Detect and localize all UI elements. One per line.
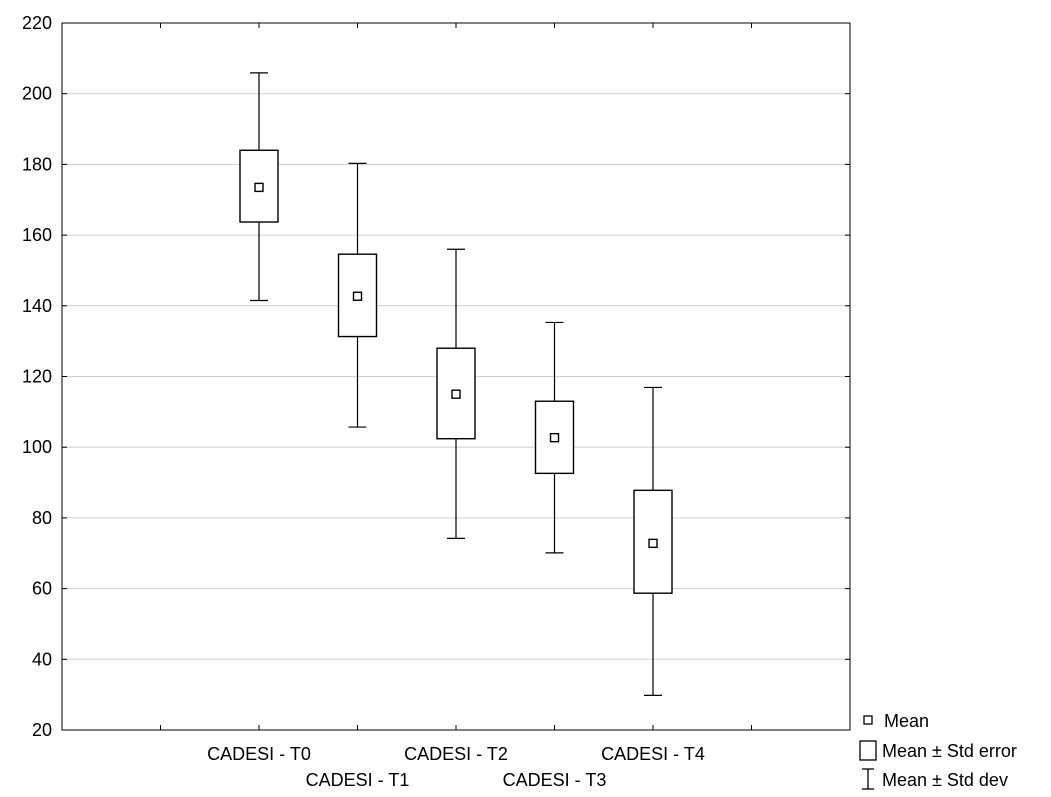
legend: Mean Mean ± Std error Mean ± Std dev: [859, 711, 1017, 790]
y-tick-label: 140: [22, 296, 52, 316]
mean-marker: [549, 432, 560, 443]
y-tick-label: 100: [22, 437, 52, 457]
x-category-label: CADESI - T2: [404, 744, 508, 764]
y-tick-label: 220: [22, 13, 52, 33]
box-group: [436, 248, 476, 540]
legend-label: Mean ± Std error: [882, 741, 1017, 761]
x-category-label: CADESI - T4: [601, 744, 705, 764]
legend-label: Mean ± Std dev: [882, 770, 1008, 790]
box-group: [633, 386, 673, 696]
legend-mean-marker: [863, 715, 873, 725]
y-axis: 20 40 60 80 100 120 140 160 180 200 220: [22, 13, 850, 740]
box-group: [239, 72, 279, 302]
mean-marker: [648, 538, 658, 549]
mean-marker: [451, 389, 461, 399]
y-tick-label: 160: [22, 225, 52, 245]
y-tick-label: 80: [32, 508, 52, 528]
y-tick-label: 180: [22, 154, 52, 174]
y-tick-label: 60: [32, 579, 52, 599]
x-category-label: CADESI - T1: [306, 770, 410, 790]
y-tick-label: 20: [32, 720, 52, 740]
x-category-label: CADESI - T3: [503, 770, 607, 790]
legend-box-marker: [859, 740, 877, 761]
box-group: [534, 321, 575, 554]
x-category-label: CADESI - T0: [207, 744, 311, 764]
mean-marker: [352, 291, 363, 301]
y-tick-label: 200: [22, 84, 52, 104]
legend-label: Mean: [884, 711, 929, 731]
box-group: [337, 162, 378, 428]
x-axis: CADESI - T0 CADESI - T1 CADESI - T2 CADESI …: [160, 23, 752, 790]
y-tick-label: 40: [32, 649, 52, 669]
y-tick-label: 120: [22, 367, 52, 387]
mean-marker: [254, 182, 264, 193]
